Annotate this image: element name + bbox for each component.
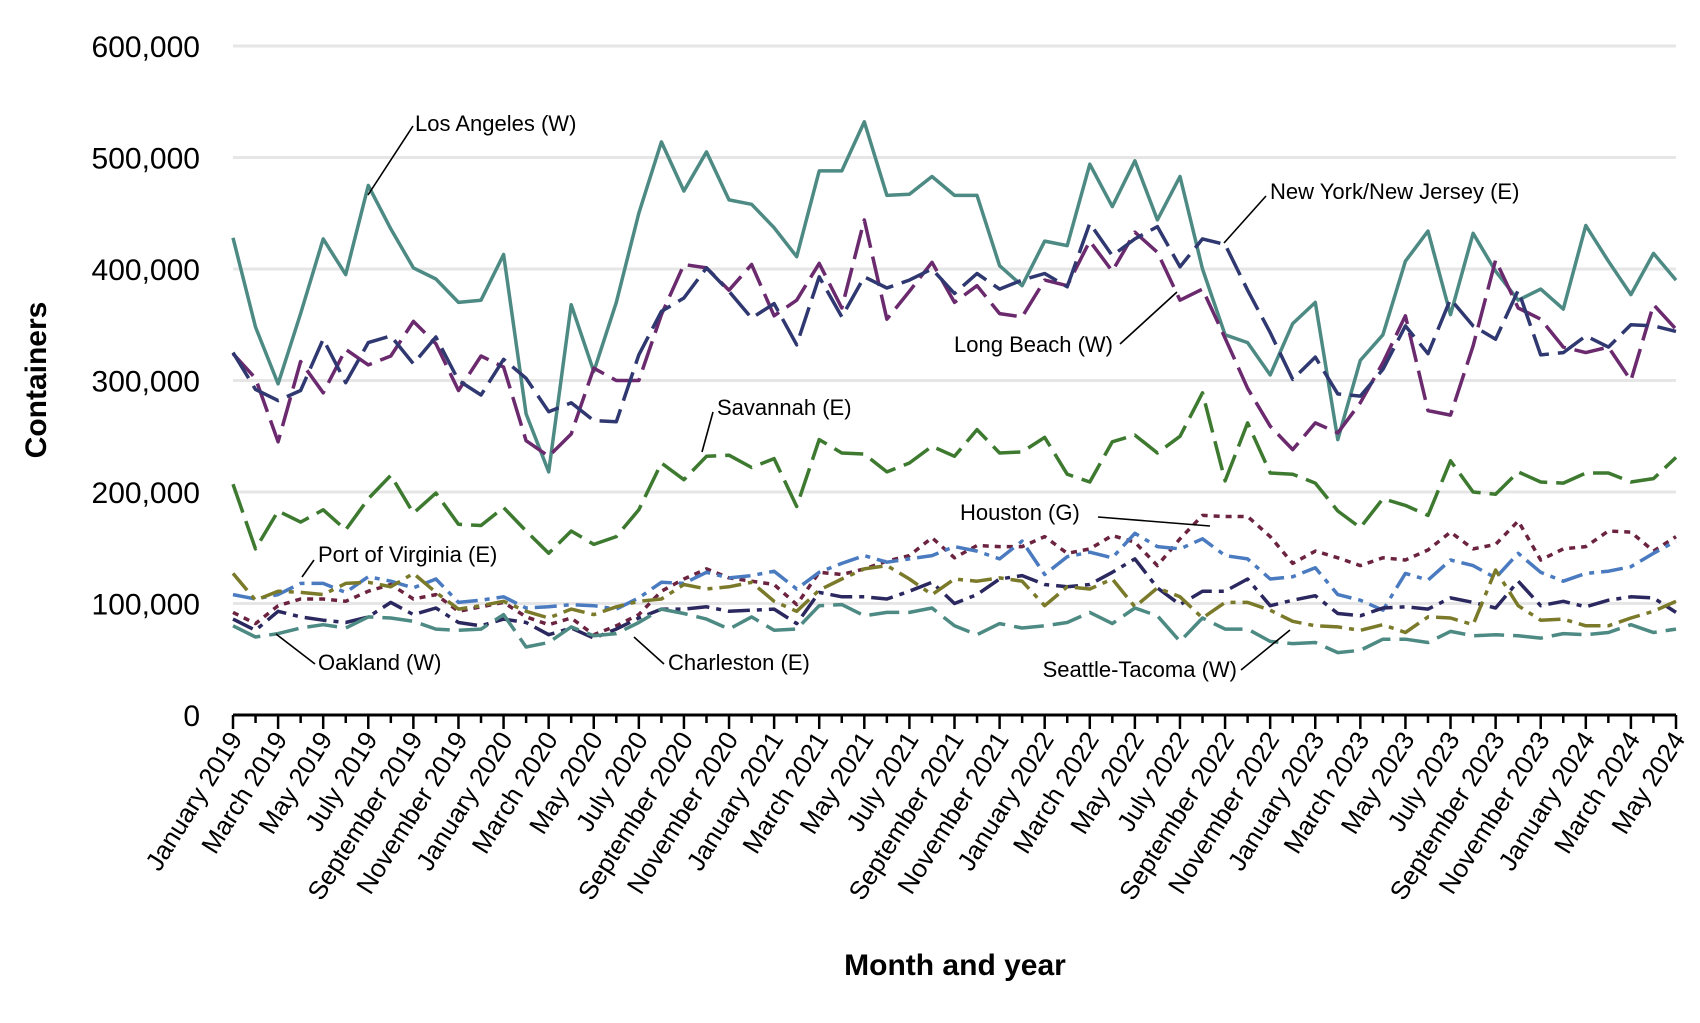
y-axis: 0 100,000 200,000 300,000 400,000 500,000 600,… [92,31,200,733]
callout-leader-houston-g [1097,516,1211,527]
callout-leader-los-angeles-w [367,125,414,196]
y-tick-label: 200,000 [92,477,200,510]
y-tick-label: 300,000 [92,366,200,399]
callout-label-houston-g: Houston (G) [960,500,1080,525]
gridlines [233,44,1676,605]
y-tick-label: 600,000 [92,31,200,64]
y-tick-label: 400,000 [92,254,200,287]
callout-leader-long-beach-w [1119,291,1178,345]
callout-label-charleston-e: Charleston (E) [668,650,810,675]
callout-leader-savannah-e [701,411,714,453]
series-line-charleston-e [232,557,1677,640]
callout-leader-oakland-w [275,633,316,665]
y-tick-label: 100,000 [92,589,200,622]
series-lines [231,120,1678,655]
callout-leader-port-of-virginia-e [301,559,315,578]
series-line-new-york-new-jersey-e [231,221,1677,424]
callout-leader-new-york-new-jersey-e [1223,195,1267,244]
y-axis-title: Containers [20,302,53,459]
series-line-houston-g [232,513,1677,637]
x-axis-title: Month and year [844,949,1066,982]
series-line-long-beach-w [231,218,1678,459]
callout-label-new-york-new-jersey-e: New York/New Jersey (E) [1270,179,1519,204]
callout-label-oakland-w: Oakland (W) [318,650,441,675]
series-callouts: Los Angeles (W) New York/New Jersey (E) Lo… [275,111,1519,682]
y-tick-label: 0 [183,700,200,733]
callout-leader-charleston-e [633,636,665,665]
series-line-port-of-virginia-e [232,531,1677,612]
series-line-oakland-w [232,602,1677,655]
series-line-los-angeles-w [231,120,1678,474]
callout-label-long-beach-w: Long Beach (W) [954,332,1113,357]
y-tick-label: 500,000 [92,143,200,176]
series-line-savannah-e [231,391,1678,556]
callout-leader-seattle-tacoma-w [1240,629,1291,671]
callout-label-los-angeles-w: Los Angeles (W) [415,111,576,136]
callout-label-seattle-tacoma-w: Seattle-Tacoma (W) [1043,657,1237,682]
callout-label-port-of-virginia-e: Port of Virginia (E) [318,542,497,567]
callout-label-savannah-e: Savannah (E) [717,395,852,420]
